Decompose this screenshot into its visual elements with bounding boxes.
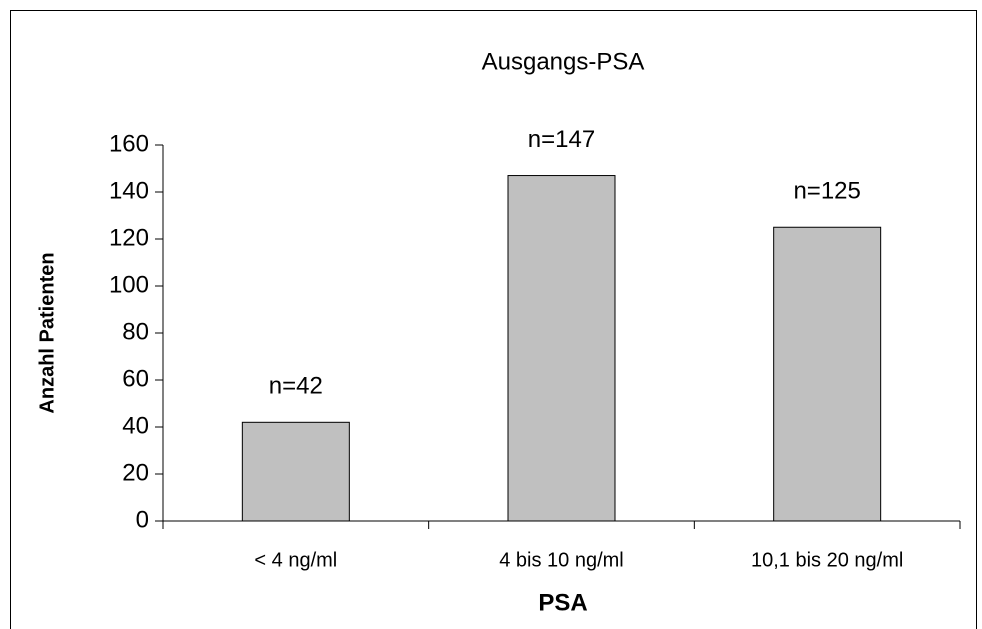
value-label: n=42 (269, 373, 323, 400)
y-tick-label: 160 (109, 130, 149, 157)
bar (507, 175, 616, 522)
y-tick-label: 40 (122, 412, 149, 439)
x-tick-label: 4 bis 10 ng/ml (499, 549, 624, 571)
y-tick-label: 0 (136, 506, 149, 533)
y-tick-label: 120 (109, 224, 149, 251)
x-axis-label: PSA (538, 589, 587, 616)
y-axis-label: Anzahl Patienten (36, 252, 58, 413)
x-tick-label: < 4 ng/ml (254, 549, 337, 571)
chart-title: Ausgangs-PSA (482, 48, 645, 75)
bar (241, 421, 350, 522)
y-tick-label: 20 (122, 459, 149, 486)
value-label: n=125 (793, 178, 860, 205)
value-label: n=147 (528, 126, 595, 153)
y-tick-label: 60 (122, 365, 149, 392)
bar (773, 226, 882, 522)
x-tick-label: 10,1 bis 20 ng/ml (751, 549, 903, 571)
y-tick-label: 140 (109, 177, 149, 204)
y-tick-label: 100 (109, 271, 149, 298)
y-tick-label: 80 (122, 318, 149, 345)
